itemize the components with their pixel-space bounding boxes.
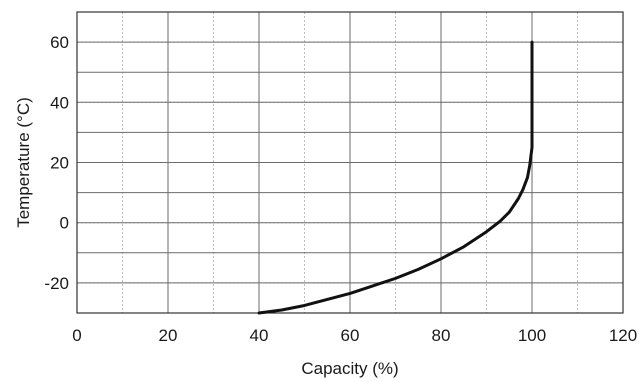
x-tick-label: 120 — [609, 326, 637, 345]
y-tick-label: -20 — [44, 274, 69, 293]
y-tick-label: 0 — [60, 214, 69, 233]
series-layer — [257, 40, 534, 315]
plot-frame — [76, 11, 624, 314]
x-axis-ticks: 0 20 40 60 80 100 120 — [72, 326, 637, 345]
x-tick-label: 80 — [432, 326, 451, 345]
x-tick-label: 40 — [250, 326, 269, 345]
x-tick-label: 20 — [159, 326, 178, 345]
y-tick-label: 20 — [50, 154, 69, 173]
x-axis-label: Capacity (%) — [301, 359, 398, 378]
x-tick-label: 60 — [341, 326, 360, 345]
y-tick-label: 40 — [50, 93, 69, 112]
x-tick-label: 100 — [518, 326, 546, 345]
y-axis-ticks: -20 0 20 40 60 — [44, 33, 69, 293]
y-tick-label: 60 — [50, 33, 69, 52]
y-axis-label: Temperature (°C) — [14, 97, 33, 228]
grid — [77, 12, 623, 313]
x-tick-label: 0 — [72, 326, 81, 345]
series-line-0 — [257, 40, 534, 315]
